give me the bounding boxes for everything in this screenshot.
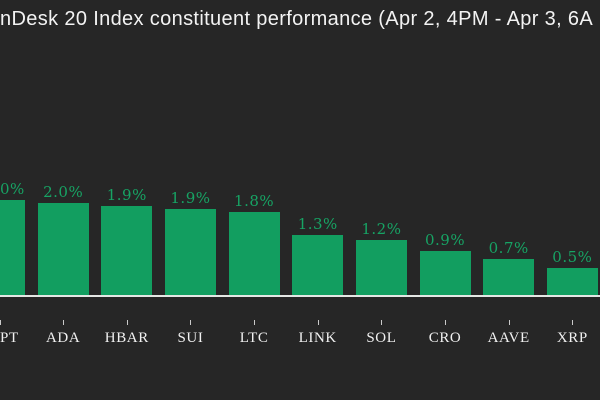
bar-value-label: 1.9% [106, 186, 147, 204]
x-axis-tick-icon [445, 320, 447, 325]
x-axis-ticker-label: CRO [428, 330, 462, 346]
x-axis-ticker-label: HBAR [104, 330, 149, 346]
x-axis-ticker-label: LTC [239, 330, 269, 346]
x-axis-tick-icon [508, 320, 510, 325]
bar [292, 235, 344, 295]
chart-title: nDesk 20 Index constituent performance (… [0, 8, 594, 30]
x-axis-tick-icon [126, 320, 128, 325]
x-axis-tick-icon [254, 320, 256, 325]
x-axis-ticker-label: AAVE [487, 330, 530, 346]
bar [355, 240, 407, 295]
x-axis-tick-icon [0, 320, 1, 325]
bar [0, 200, 25, 295]
x-axis-tick-icon [190, 320, 192, 325]
bar-value-label: 0% [0, 180, 25, 198]
bar [164, 209, 216, 295]
bar [37, 203, 89, 295]
bar-value-label: 0.9% [424, 231, 466, 249]
x-axis-ticker-label: SUI [177, 330, 204, 346]
bar-value-label: 1.2% [361, 220, 402, 238]
x-axis-tick-icon [572, 320, 574, 325]
bar [546, 268, 598, 295]
bar-value-label: 1.9% [170, 189, 211, 207]
bar [419, 251, 471, 295]
x-axis-ticker-label: LINK [298, 330, 337, 346]
bar [101, 206, 153, 295]
x-axis-ticker-label: SOL [366, 330, 397, 346]
bar-value-label: 1.3% [297, 215, 338, 233]
bar [228, 212, 280, 295]
bar-value-label: 0.7% [488, 239, 529, 257]
x-axis-ticker-label: PT [0, 330, 19, 346]
x-axis-tick-icon [381, 320, 383, 325]
x-axis-ticker-label: ADA [45, 330, 81, 346]
bar [483, 259, 535, 295]
x-axis-ticker-label: XRP [556, 330, 588, 346]
bar-value-label: 0.5% [552, 248, 593, 266]
x-axis-line [0, 295, 600, 297]
x-axis-tick-icon [63, 320, 65, 325]
x-axis-tick-icon [317, 320, 319, 325]
bar-value-label: 2.0% [43, 183, 84, 201]
bar-value-label: 1.8% [234, 192, 275, 210]
